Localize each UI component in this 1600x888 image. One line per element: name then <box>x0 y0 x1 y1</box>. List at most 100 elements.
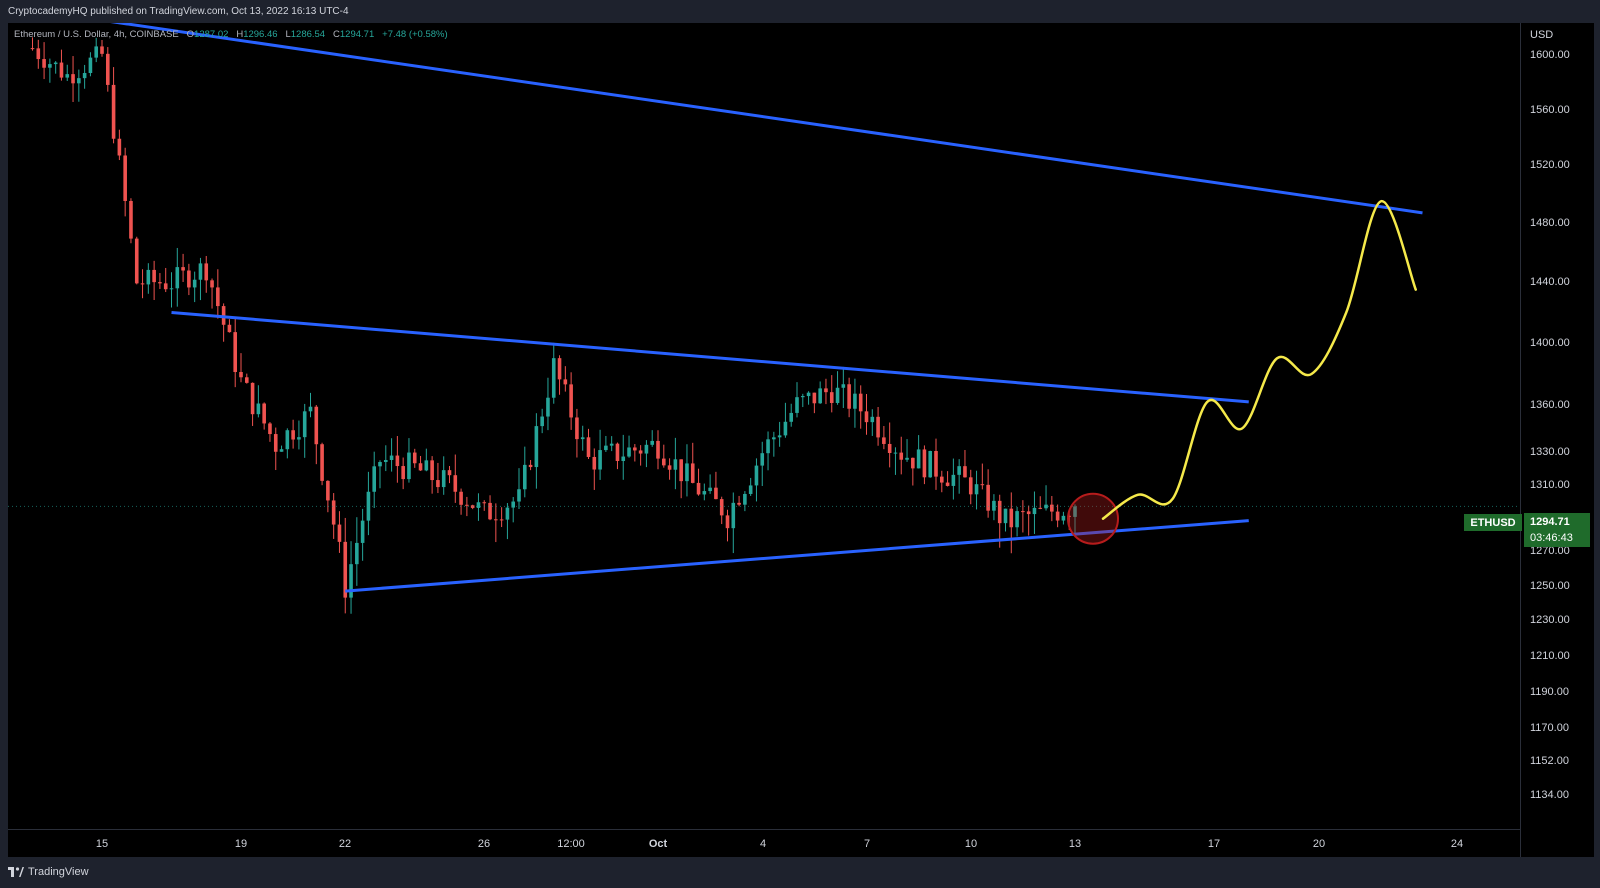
y-tick-label: 1600.00 <box>1530 49 1570 61</box>
x-tick-label: 10 <box>964 838 978 850</box>
candle-body <box>511 501 516 508</box>
price-axis[interactable] <box>1520 23 1595 857</box>
candle-body <box>152 269 156 283</box>
candle-body <box>974 484 979 495</box>
candle-body <box>418 463 423 471</box>
candle-body <box>569 384 573 418</box>
candle-body <box>111 84 116 139</box>
projection-path[interactable] <box>1101 200 1417 520</box>
candle-body <box>517 489 521 502</box>
candle-body <box>123 155 127 201</box>
y-tick-label: 1310.00 <box>1530 479 1570 491</box>
candle-body <box>882 437 886 444</box>
candle-body <box>360 520 365 543</box>
candle-body <box>795 397 799 413</box>
candle-body <box>690 463 695 483</box>
trendline-upper-descending[interactable] <box>8 23 1423 215</box>
y-tick-label: 1360.00 <box>1530 399 1570 411</box>
candle-body <box>48 64 52 68</box>
candle-body <box>476 502 481 508</box>
candle-body <box>858 393 863 412</box>
candle-body <box>233 332 238 373</box>
trendline-triangle-bottom[interactable] <box>345 519 1249 593</box>
time-axis[interactable] <box>8 829 1520 858</box>
candle-body <box>105 53 110 85</box>
candle-body <box>349 564 353 598</box>
candle-body <box>534 426 539 468</box>
candle-body <box>1015 511 1019 528</box>
x-tick-label: 24 <box>1450 838 1464 850</box>
candle-body <box>702 491 707 495</box>
candle-body <box>1038 507 1043 509</box>
candle-body <box>129 200 133 239</box>
candle-body <box>169 288 174 290</box>
candle-body <box>806 392 811 397</box>
candle-body <box>911 457 915 469</box>
candle-body <box>748 485 753 494</box>
legend-open-value: 1287.02 <box>194 29 229 40</box>
overlays-group <box>8 23 1520 593</box>
candle-body <box>268 423 272 435</box>
x-tick-label: 7 <box>863 838 871 850</box>
candle-body <box>412 452 417 464</box>
candle-body <box>893 452 898 454</box>
candle-body <box>731 502 736 529</box>
candle-body <box>59 62 64 78</box>
candle-body <box>598 450 602 470</box>
y-tick-label: 1250.00 <box>1530 580 1570 592</box>
y-tick-label: 1190.00 <box>1530 686 1569 698</box>
candle-body <box>887 443 892 453</box>
candle-body <box>372 466 377 492</box>
candle-body <box>714 487 718 500</box>
tradingview-logo[interactable]: TradingView <box>8 866 89 878</box>
top-bar: CryptocademyHQ published on TradingView.… <box>0 0 1600 23</box>
candle-body <box>441 470 446 488</box>
candle-body <box>963 466 967 478</box>
candle-body <box>864 411 869 423</box>
candle-body <box>291 430 295 440</box>
candle-body <box>505 507 510 520</box>
x-tick-label: 12:00 <box>557 838 585 850</box>
candle-body <box>77 78 81 84</box>
candle-body <box>82 73 87 79</box>
candle-body <box>939 476 944 483</box>
candle-body <box>916 449 921 469</box>
candle-body <box>395 455 400 467</box>
candle-body <box>314 406 319 445</box>
x-tick-label: 19 <box>234 838 248 850</box>
candle-body <box>499 519 504 521</box>
candle-body <box>633 447 637 451</box>
candle-body <box>575 417 579 440</box>
candle-body <box>436 480 440 488</box>
candle-body <box>754 465 759 486</box>
chart-area[interactable] <box>8 23 1520 829</box>
candle-body <box>158 282 162 284</box>
candle-body <box>459 491 463 505</box>
y-tick-label: 1400.00 <box>1530 337 1570 349</box>
candle-body <box>841 384 846 388</box>
candle-body <box>494 519 498 521</box>
candle-body <box>407 452 411 480</box>
y-tick-label: 1134.00 <box>1530 789 1569 801</box>
candle-body <box>546 397 550 417</box>
candle-body <box>986 484 990 511</box>
candle-body <box>586 437 591 457</box>
candle-body <box>604 445 608 451</box>
candle-body <box>297 437 301 440</box>
candle-body <box>134 238 139 284</box>
candle-body <box>783 421 788 436</box>
y-tick-label: 1330.00 <box>1530 446 1570 458</box>
candle-body <box>1061 515 1066 521</box>
chart-svg[interactable] <box>8 23 1520 829</box>
candle-body <box>216 287 220 307</box>
candle-body <box>609 443 614 446</box>
highlight-circle[interactable] <box>1067 492 1119 545</box>
candle-body <box>592 456 597 470</box>
chart-frame <box>8 23 1594 857</box>
y-tick-label: 1270.00 <box>1530 545 1570 557</box>
legend-low-label: L <box>285 29 291 40</box>
candle-body <box>71 74 75 84</box>
candle-body <box>1055 511 1060 521</box>
trendline-triangle-top[interactable] <box>171 311 1249 404</box>
candle-body <box>551 358 556 398</box>
